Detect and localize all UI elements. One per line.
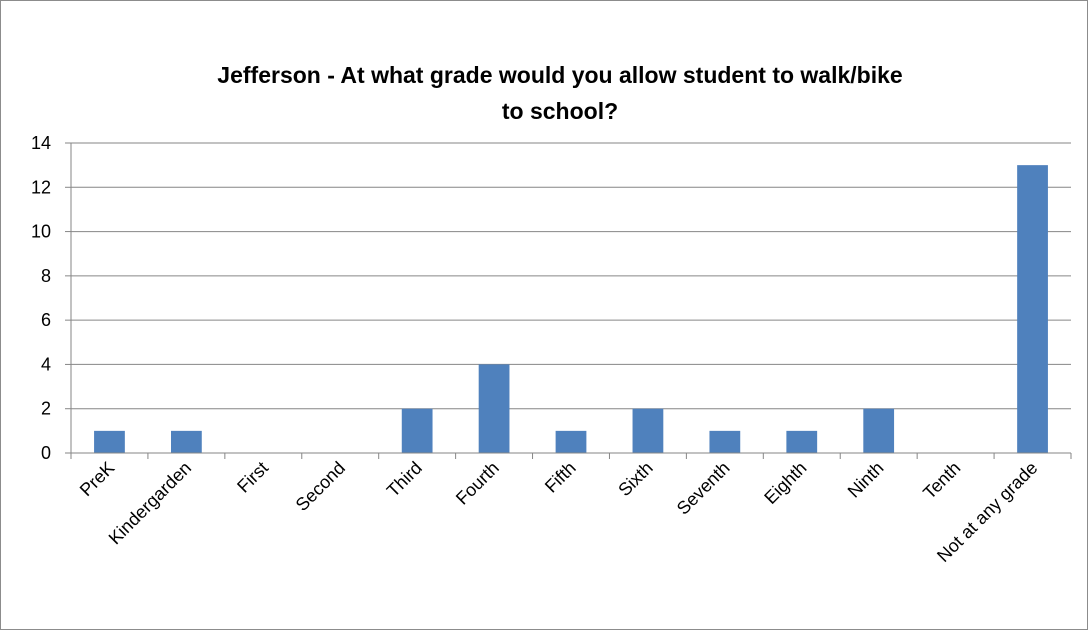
bar-not-at-any-grade: [1017, 165, 1048, 453]
chart-title-line-2: to school?: [502, 98, 618, 124]
y-tick-label: 12: [31, 177, 51, 197]
bar-eighth: [786, 430, 818, 453]
x-tick-label: Sixth: [614, 458, 656, 500]
x-tick-label: Fifth: [541, 458, 580, 497]
y-tick-label: 0: [41, 443, 51, 463]
y-tick-label: 4: [41, 354, 51, 374]
x-tick-label: PreK: [76, 458, 118, 500]
chart-title-line-1: Jefferson - At what grade would you allo…: [217, 62, 902, 88]
x-tick-label: Third: [383, 458, 426, 501]
y-tick-label: 8: [41, 266, 51, 286]
bar-sixth: [632, 408, 664, 453]
x-tick-label: Seventh: [673, 458, 734, 519]
x-tick-label: Second: [292, 458, 349, 515]
y-tick-label: 14: [31, 133, 51, 153]
x-tick-label: Eighth: [760, 458, 810, 508]
y-tick-label: 10: [31, 222, 51, 242]
bar-prek: [94, 430, 125, 453]
y-tick-label: 2: [41, 399, 51, 419]
x-tick-label: Tenth: [919, 458, 964, 503]
bar-fourth: [478, 364, 510, 453]
y-tick-label: 6: [41, 310, 51, 330]
gridlines: [65, 142, 1071, 454]
bar-kindergarden: [171, 430, 202, 453]
y-axis-tick-labels: 0 2 4 6 8 10 12 14: [31, 133, 51, 463]
x-tick-label: First: [233, 458, 272, 497]
x-tick-label: Kindergarden: [105, 458, 196, 549]
x-tick-label: Fourth: [452, 458, 503, 509]
bar-third: [401, 408, 433, 453]
bar-fifth: [555, 430, 587, 453]
x-tick-label: Ninth: [844, 458, 888, 502]
bar-seventh: [709, 430, 741, 453]
axes: [70, 143, 1072, 459]
bars: [94, 165, 1048, 453]
bar-ninth: [863, 408, 895, 453]
